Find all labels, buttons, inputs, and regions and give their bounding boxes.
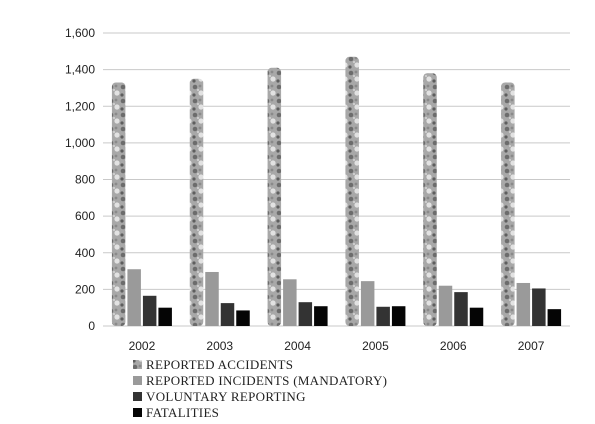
bar-fatalities-2003 bbox=[236, 310, 250, 326]
bar-reported-incidents-mandatory-2004 bbox=[283, 279, 297, 326]
y-tick-label: 1,600 bbox=[65, 26, 95, 40]
legend-label: REPORTED INCIDENTS (MANDATORY) bbox=[146, 373, 387, 388]
bar-voluntary-reporting-2003 bbox=[220, 303, 235, 326]
legend-swatch bbox=[133, 408, 142, 417]
legend-label: FATALITIES bbox=[146, 405, 219, 420]
y-tick-label: 1,000 bbox=[65, 136, 95, 150]
bar-reported-incidents-mandatory-2005 bbox=[360, 281, 375, 326]
bar-fatalities-2004 bbox=[314, 306, 328, 326]
bar-voluntary-reporting-2007 bbox=[532, 288, 546, 326]
bar-fatalities-2005 bbox=[391, 306, 406, 326]
x-tick-label: 2007 bbox=[518, 339, 545, 353]
bar-reported-incidents-mandatory-2006 bbox=[438, 285, 453, 326]
bar-reported-incidents-mandatory-2007 bbox=[516, 282, 531, 326]
x-tick-label: 2004 bbox=[284, 339, 311, 353]
x-tick-label: 2005 bbox=[362, 339, 389, 353]
bar-reported-incidents-mandatory-2003 bbox=[205, 271, 219, 326]
bar-voluntary-reporting-2006 bbox=[454, 292, 468, 326]
legend-label: REPORTED ACCIDENTS bbox=[146, 357, 293, 372]
bar-reported-accidents-2002 bbox=[111, 82, 126, 326]
bar-voluntary-reporting-2005 bbox=[376, 306, 390, 326]
legend-swatch bbox=[133, 376, 142, 385]
y-tick-label: 600 bbox=[75, 209, 95, 223]
bar-reported-accidents-2007 bbox=[501, 82, 515, 326]
legend-swatch bbox=[133, 392, 142, 401]
x-axis-ticks: 2002 2003 2004 2005 2006 2007 bbox=[129, 339, 545, 353]
y-axis-ticks: 0 200 400 600 800 1,000 1,200 1,400 1,600 bbox=[65, 26, 95, 333]
bar-reported-accidents-2006 bbox=[423, 73, 437, 326]
x-tick-label: 2003 bbox=[206, 339, 233, 353]
bar-fatalities-2006 bbox=[469, 307, 484, 326]
x-tick-label: 2002 bbox=[129, 339, 156, 353]
grid bbox=[103, 32, 570, 327]
bar-reported-accidents-2004 bbox=[267, 67, 282, 326]
y-tick-label: 800 bbox=[75, 173, 95, 187]
bar-fatalities-2007 bbox=[547, 309, 562, 326]
bar-fatalities-2002 bbox=[158, 307, 172, 326]
bar-voluntary-reporting-2004 bbox=[298, 302, 313, 326]
bars bbox=[111, 56, 562, 327]
legend-label: VOLUNTARY REPORTING bbox=[146, 389, 306, 404]
x-tick-label: 2006 bbox=[440, 339, 467, 353]
bar-reported-accidents-2003 bbox=[189, 78, 204, 326]
bar-reported-incidents-mandatory-2002 bbox=[127, 269, 141, 326]
y-tick-label: 1,400 bbox=[65, 63, 95, 77]
y-tick-label: 200 bbox=[75, 282, 95, 296]
legend-swatch bbox=[133, 360, 142, 369]
bar-reported-accidents-2005 bbox=[345, 56, 359, 327]
y-tick-label: 400 bbox=[75, 246, 95, 260]
bar-voluntary-reporting-2002 bbox=[142, 295, 157, 326]
y-tick-label: 0 bbox=[88, 319, 95, 333]
y-tick-label: 1,200 bbox=[65, 99, 95, 113]
